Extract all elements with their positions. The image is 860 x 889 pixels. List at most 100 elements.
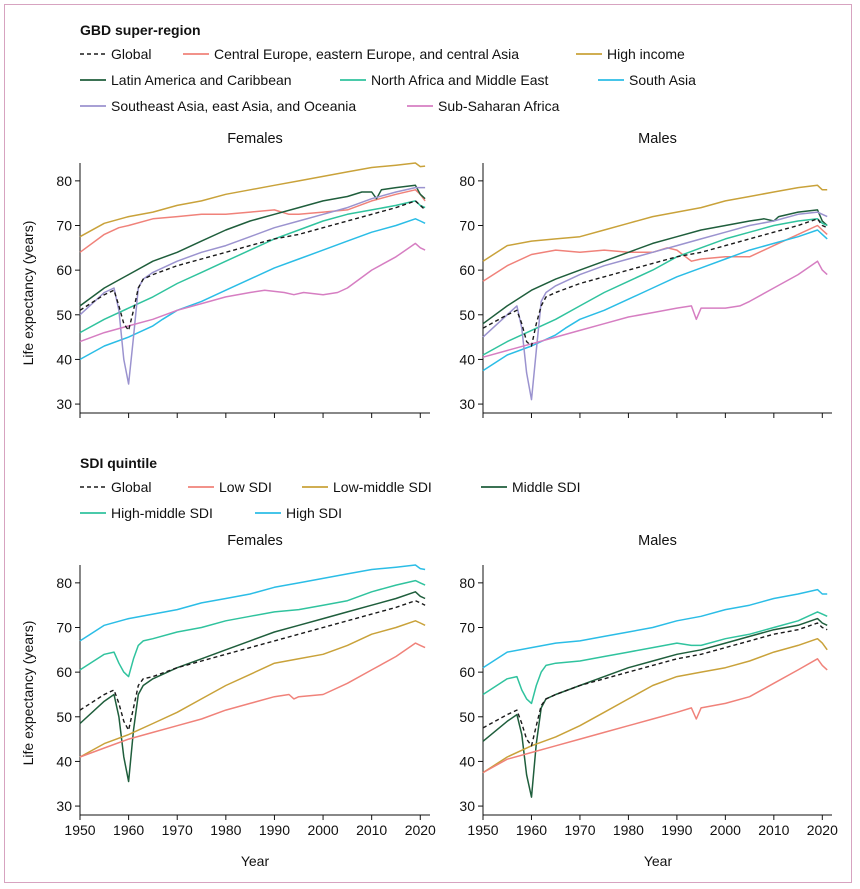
series-line-latin-america-and-caribbean (482, 209, 828, 325)
panel-title-females-sdi: Females (227, 533, 283, 549)
x-tick-label: 2000 (307, 822, 338, 838)
y-tick-label: 30 (459, 396, 475, 412)
y-tick-label: 70 (459, 620, 475, 636)
panel-females-gbd: Females 30 40 50 60 70 80 (56, 131, 430, 418)
x-tick-label: 2000 (710, 822, 741, 838)
series-line-low-sdi (482, 658, 828, 774)
x-tick-label: 1960 (113, 822, 144, 838)
series-line-southeast-asia-east-asia-and-oceania (79, 186, 426, 385)
y-tick-label: 80 (56, 575, 72, 591)
series-line-global (79, 200, 426, 332)
panel-males-sdi: Males 30 40 50 60 70 80 1950 1960 1970 1980 1990 200… (459, 533, 838, 838)
series-line-low-middle-sdi (482, 637, 828, 774)
legend-entry-middle-sdi: Middle SDI (481, 479, 580, 495)
x-tick-label: 2010 (356, 822, 387, 838)
x-tick-label: 1950 (64, 822, 95, 838)
legend-heading-gbd: GBD super-region (80, 22, 201, 38)
series-line-south-asia (79, 218, 426, 361)
legend-label-sdi-global: Global (111, 479, 151, 495)
x-tick-label: 1980 (210, 822, 241, 838)
series-line-high-sdi (482, 588, 828, 669)
x-axis-label-right: Year (644, 853, 673, 869)
y-tick-label: 60 (56, 262, 72, 278)
legend-label-low-sdi: Low SDI (219, 479, 272, 495)
legend-heading-sdi: SDI quintile (80, 455, 157, 471)
legend-sdi-quintile: SDI quintile Global Low SDI Low-middle S… (80, 455, 580, 521)
series-line-high-middle-sdi (79, 579, 426, 678)
y-tick-label: 40 (459, 753, 475, 769)
x-tick-label: 2010 (758, 822, 789, 838)
series-line-low-middle-sdi (79, 620, 426, 758)
y-tick-label: 30 (56, 396, 72, 412)
x-tick-label: 1970 (162, 822, 193, 838)
legend-label-middle-sdi: Middle SDI (512, 479, 580, 495)
y-tick-label: 80 (459, 575, 475, 591)
legend-entry-south-asia: South Asia (598, 72, 696, 88)
legend-entry-low-sdi: Low SDI (188, 479, 272, 495)
x-tick-label: 1990 (259, 822, 290, 838)
x-tick-label: 2020 (405, 822, 436, 838)
y-tick-label: 60 (459, 262, 475, 278)
y-tick-label: 50 (56, 307, 72, 323)
legend-label-south-asia: South Asia (629, 72, 696, 88)
series-line-sub-saharan-africa (79, 242, 426, 343)
legend-entry-southeast-asia: Southeast Asia, east Asia, and Oceania (80, 98, 356, 114)
legend-entry-latin-america: Latin America and Caribbean (80, 72, 292, 88)
panel-females-sdi: Females 30 40 50 60 70 80 1950 1960 1970 1980 1990 2… (56, 533, 436, 838)
series-line-high-income (482, 184, 828, 262)
series-line-global (79, 600, 426, 731)
legend-gbd-super-region: GBD super-region Global Central Europe, … (80, 22, 696, 114)
legend-label-sub-saharan: Sub-Saharan Africa (438, 98, 560, 114)
panel-title-males-sdi: Males (638, 533, 677, 549)
legend-entry-low-middle-sdi: Low-middle SDI (302, 479, 432, 495)
legend-label-north-africa: North Africa and Middle East (371, 72, 549, 88)
legend-label-central-europe: Central Europe, eastern Europe, and cent… (214, 46, 519, 62)
legend-label-high-sdi: High SDI (286, 505, 342, 521)
x-tick-label: 1960 (516, 822, 547, 838)
x-axis-label-left: Year (241, 853, 270, 869)
y-tick-label: 40 (56, 753, 72, 769)
y-tick-label: 30 (56, 798, 72, 814)
x-tick-label: 1970 (564, 822, 595, 838)
series-line-central-europe-eastern-europe-and-central-asia (79, 189, 426, 253)
x-tick-label: 2020 (807, 822, 838, 838)
y-tick-label: 30 (459, 798, 475, 814)
figure-frame (4, 4, 852, 883)
y-tick-label: 80 (56, 173, 72, 189)
y-tick-label: 80 (459, 173, 475, 189)
y-tick-label: 40 (459, 351, 475, 367)
x-tick-label: 1980 (613, 822, 644, 838)
y-tick-label: 50 (459, 307, 475, 323)
y-tick-label: 50 (459, 709, 475, 725)
y-axis-label-top: Life expectancy (years) (20, 221, 36, 366)
legend-label-high-income: High income (607, 46, 685, 62)
legend-entry-central-europe: Central Europe, eastern Europe, and cent… (183, 46, 519, 62)
legend-label-global: Global (111, 46, 151, 62)
y-tick-label: 60 (459, 664, 475, 680)
legend-label-latin-america: Latin America and Caribbean (111, 72, 292, 88)
y-tick-label: 70 (56, 620, 72, 636)
panel-title-males-gbd: Males (638, 131, 677, 147)
legend-entry-north-africa: North Africa and Middle East (340, 72, 549, 88)
y-tick-label: 50 (56, 709, 72, 725)
legend-label-high-middle-sdi: High-middle SDI (111, 505, 213, 521)
y-axis-label-bottom: Life expectancy (years) (20, 621, 36, 766)
y-tick-label: 40 (56, 351, 72, 367)
legend-entry-global: Global (80, 46, 151, 62)
series-line-sub-saharan-africa (482, 260, 828, 358)
x-tick-label: 1990 (661, 822, 692, 838)
series-line-high-income (79, 162, 426, 238)
legend-entry-sub-saharan: Sub-Saharan Africa (407, 98, 560, 114)
legend-label-low-middle-sdi: Low-middle SDI (333, 479, 432, 495)
y-tick-label: 60 (56, 664, 72, 680)
series-line-central-europe-eastern-europe-and-central-asia (482, 224, 828, 282)
series-line-high-sdi (79, 564, 426, 642)
series-line-latin-america-and-caribbean (79, 184, 426, 307)
legend-entry-high-income: High income (576, 46, 685, 62)
series-line-south-asia (482, 229, 828, 372)
panel-males-gbd: Males 30 40 50 60 70 80 (459, 131, 832, 418)
series-line-low-sdi (79, 642, 426, 758)
series-line-global (482, 218, 828, 347)
legend-label-southeast-asia: Southeast Asia, east Asia, and Oceania (111, 98, 356, 114)
